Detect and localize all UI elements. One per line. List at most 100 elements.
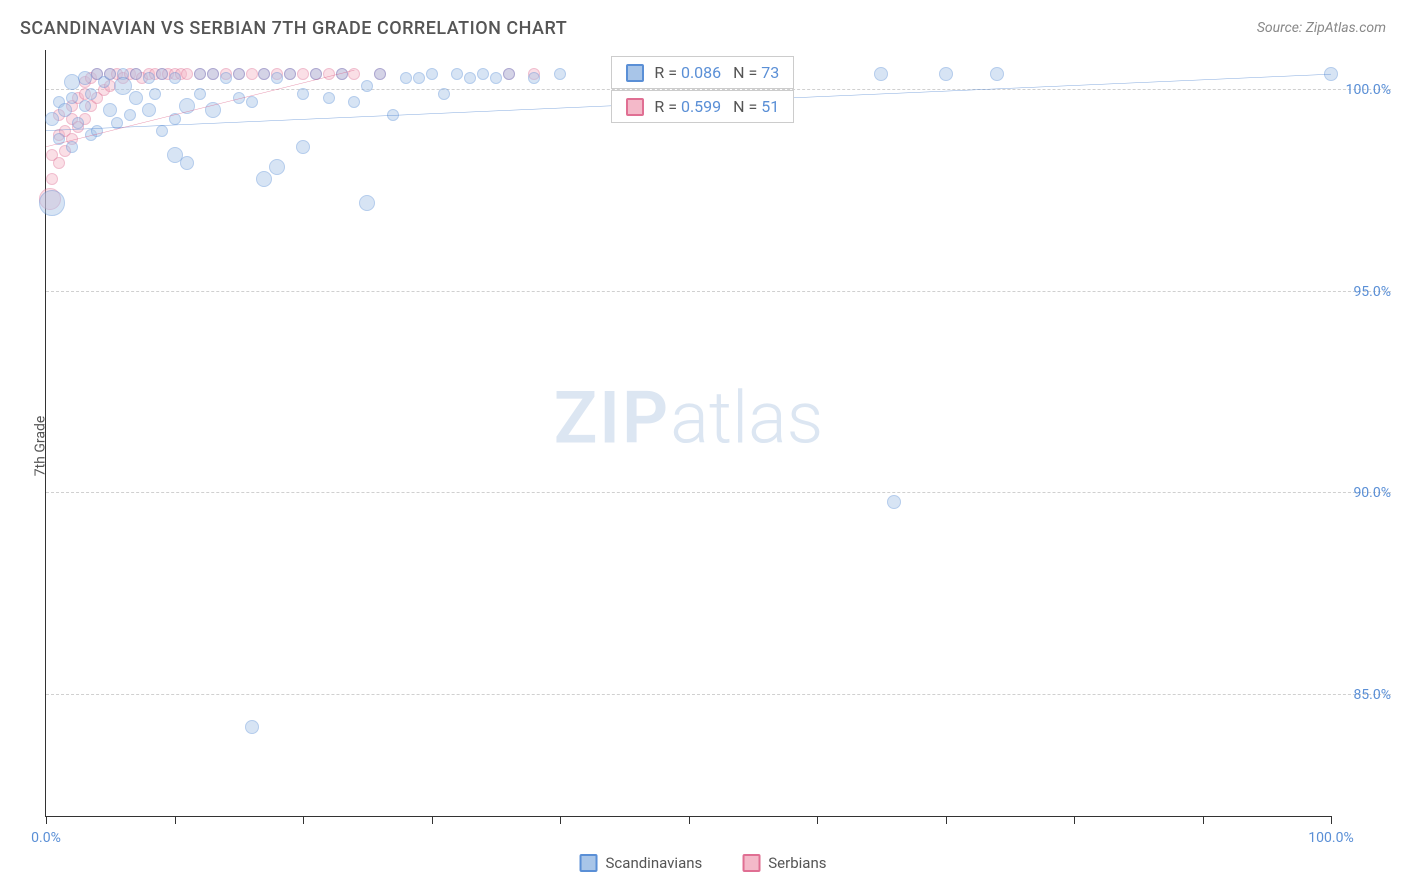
data-point — [79, 100, 91, 112]
source-label: Source: ZipAtlas.com — [1257, 20, 1386, 36]
data-point — [939, 67, 953, 81]
data-point — [143, 72, 155, 84]
data-point — [323, 92, 335, 104]
data-point — [387, 109, 399, 121]
ytick-label: 85.0% — [1353, 687, 1391, 703]
data-point — [246, 68, 258, 80]
data-point — [194, 88, 206, 100]
data-point — [45, 112, 59, 126]
data-point — [91, 125, 103, 137]
xtick — [1331, 816, 1332, 824]
data-point — [194, 68, 206, 80]
data-point — [284, 68, 296, 80]
data-point — [142, 103, 156, 117]
xtick — [560, 816, 561, 824]
gridline — [46, 492, 1391, 493]
xtick — [175, 816, 176, 824]
data-point — [451, 68, 463, 80]
data-point — [233, 92, 245, 104]
legend-label: Scandinavians — [606, 854, 703, 872]
data-point — [256, 171, 272, 187]
data-point — [124, 109, 136, 121]
data-point — [887, 495, 901, 509]
watermark-light: atlas — [670, 375, 823, 460]
data-point — [554, 68, 566, 80]
data-point — [528, 72, 540, 84]
stats-swatch — [626, 98, 644, 116]
data-point — [245, 720, 259, 734]
chart-title: SCANDINAVIAN VS SERBIAN 7TH GRADE CORREL… — [20, 18, 567, 39]
watermark-bold: ZIP — [554, 375, 670, 460]
xtick-label: 0.0% — [31, 830, 61, 846]
data-point — [207, 68, 219, 80]
data-point — [179, 98, 195, 114]
ytick-label: 100.0% — [1346, 82, 1391, 98]
data-point — [438, 88, 450, 100]
data-point — [156, 125, 168, 137]
legend-item: Serbians — [742, 854, 826, 872]
legend-item: Scandinavians — [580, 854, 703, 872]
data-point — [72, 117, 84, 129]
xtick — [303, 816, 304, 824]
data-point — [874, 67, 888, 81]
xtick-label: 100.0% — [1308, 830, 1353, 846]
plot-area: ZIPatlas 85.0%90.0%95.0%100.0%0.0%100.0%… — [45, 50, 1331, 817]
data-point — [66, 141, 78, 153]
chart-container: SCANDINAVIAN VS SERBIAN 7TH GRADE CORREL… — [0, 0, 1406, 892]
watermark: ZIPatlas — [554, 375, 824, 460]
data-point — [258, 68, 270, 80]
data-point — [361, 80, 373, 92]
data-point — [53, 157, 65, 169]
data-point — [400, 72, 412, 84]
data-point — [149, 88, 161, 100]
xtick — [46, 816, 47, 824]
xtick — [432, 816, 433, 824]
data-point — [503, 68, 515, 80]
data-point — [58, 103, 72, 117]
data-point — [297, 68, 309, 80]
data-point — [464, 72, 476, 84]
data-point — [205, 102, 221, 118]
stats-box: R = 0.599 N = 51 — [611, 90, 794, 123]
data-point — [296, 140, 310, 154]
data-point — [85, 88, 97, 100]
legend-label: Serbians — [768, 854, 826, 872]
data-point — [269, 159, 285, 175]
gridline — [46, 291, 1391, 292]
data-point — [271, 72, 283, 84]
data-point — [323, 68, 335, 80]
data-point — [156, 68, 168, 80]
stats-box: R = 0.086 N = 73 — [611, 56, 794, 89]
data-point — [359, 195, 375, 211]
data-point — [53, 133, 65, 145]
xtick — [689, 816, 690, 824]
data-point — [990, 67, 1004, 81]
data-point — [310, 68, 322, 80]
data-point — [66, 92, 78, 104]
data-point — [104, 68, 116, 80]
data-point — [374, 68, 386, 80]
data-point — [103, 103, 117, 117]
data-point — [297, 88, 309, 100]
xtick — [946, 816, 947, 824]
data-point — [46, 173, 58, 185]
data-point — [348, 68, 360, 80]
data-point — [180, 156, 194, 170]
data-point — [39, 190, 65, 216]
stats-text: R = 0.086 N = 73 — [654, 63, 779, 82]
legend: Scandinavians Serbians — [580, 854, 827, 872]
data-point — [413, 72, 425, 84]
xtick — [817, 816, 818, 824]
data-point — [246, 96, 258, 108]
data-point — [220, 72, 232, 84]
data-point — [426, 68, 438, 80]
data-point — [233, 68, 245, 80]
data-point — [477, 68, 489, 80]
ytick-label: 95.0% — [1353, 284, 1391, 300]
legend-swatch — [742, 854, 760, 872]
data-point — [78, 71, 92, 85]
trend-overlay — [46, 50, 1331, 816]
data-point — [181, 68, 193, 80]
stats-swatch — [626, 64, 644, 82]
ytick-label: 90.0% — [1353, 485, 1391, 501]
